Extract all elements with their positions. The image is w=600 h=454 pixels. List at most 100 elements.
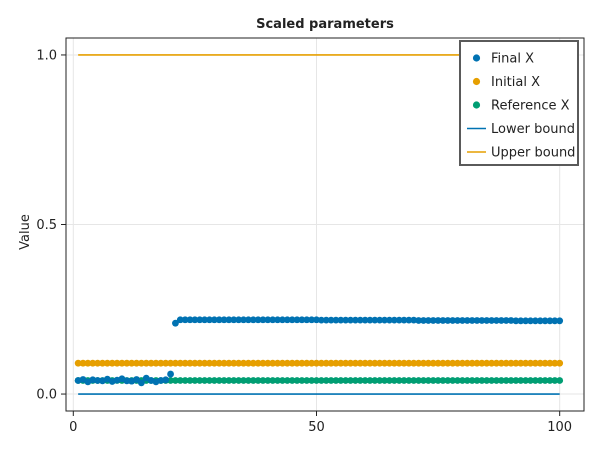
initial-x-point [347,359,354,367]
final-x-point [536,317,544,325]
initial-x-point [279,359,286,367]
final-x-point [269,316,277,324]
final-x-point [298,316,306,324]
initial-x-point [546,359,554,367]
reference-x-point [279,377,286,384]
final-x-point [181,316,189,324]
initial-x-point [522,359,530,367]
initial-x-point [342,359,350,367]
initial-x-point [79,359,87,367]
final-x-point [220,316,228,324]
initial-x-point [351,359,359,367]
reference-x-point [254,377,262,384]
final-x-point [459,317,466,324]
initial-x-point [113,359,121,367]
reference-x-point [172,377,179,384]
reference-x-point [536,377,544,384]
reference-x-point [483,377,491,384]
initial-x-point [420,359,427,367]
reference-x-point [274,377,281,384]
initial-x-point [332,359,340,367]
final-x-point [512,317,520,325]
legend-reference-x-label: Reference X [491,99,570,114]
reference-x-point [269,377,277,384]
initial-x-point [89,359,97,367]
final-x-point [167,370,174,378]
final-x-point [376,316,384,324]
initial-x-point [269,359,277,367]
final-x-point [293,316,301,324]
reference-x-point [507,377,515,384]
initial-x-point [541,359,549,367]
initial-x-point [459,359,466,367]
initial-x-point [386,359,393,367]
initial-x-point [123,359,131,367]
initial-x-point [103,359,111,367]
initial-x-point [429,359,437,367]
final-x-point [546,317,554,325]
reference-x-point [332,377,340,384]
final-x-point [473,317,481,324]
initial-x-point [454,359,461,367]
final-x-point [429,317,437,324]
initial-x-point [210,359,218,367]
reference-x-point [473,377,481,384]
reference-x-point [215,377,223,384]
final-x-point [288,316,296,324]
chart-title: Scaled parameters [256,17,394,32]
reference-x-point [454,377,461,384]
reference-x-point [376,377,384,384]
initial-x-point [400,359,408,367]
final-x-point [332,316,340,324]
reference-x-point [541,377,549,384]
reference-x-point [303,377,311,384]
reference-x-point [531,377,539,384]
reference-x-point [176,377,184,384]
reference-x-point [181,377,189,384]
reference-x-point [512,377,520,384]
final-x-point [230,316,238,324]
initial-x-point [288,359,296,367]
initial-x-point [181,359,189,367]
final-x-point [264,316,272,324]
final-x-point [215,316,223,324]
initial-x-point [308,359,316,367]
final-x-point [196,316,204,324]
final-x-point [172,319,179,327]
initial-x-point [240,359,247,367]
final-x-point [439,317,447,324]
initial-x-point [274,359,281,367]
initial-x-point [502,359,510,367]
initial-x-point [162,359,170,367]
reference-x-point [522,377,530,384]
legend: Final X Initial X Reference X Lower bound Up… [459,40,579,166]
initial-x-point [128,359,136,367]
reference-x-point [283,377,291,384]
final-x-point [162,376,170,384]
final-x-point [176,316,184,324]
final-x-point [342,316,350,324]
legend-box [459,40,579,166]
reference-x-point [240,377,247,384]
initial-x-point [327,359,335,367]
initial-x-point [196,359,204,367]
reference-x-point [366,377,374,384]
reference-x-point [424,377,432,384]
final-x-point [522,317,530,325]
initial-x-point [186,359,194,367]
reference-x-point [191,377,199,384]
reference-x-point [449,377,457,384]
initial-x-point [147,359,155,367]
initial-x-point [512,359,520,367]
initial-x-point [283,359,291,367]
final-x-point [502,317,510,324]
reference-x-point [342,377,350,384]
final-x-point [507,317,515,324]
reference-x-point [288,377,296,384]
final-x-point [303,316,311,324]
reference-x-point [351,377,359,384]
initial-x-point [517,359,525,367]
initial-x-point [293,359,301,367]
final-x-point [541,317,549,325]
reference-x-point [230,377,238,384]
